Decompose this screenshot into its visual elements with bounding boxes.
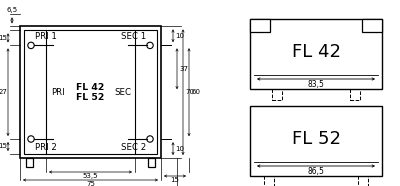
Text: 70: 70 [185,89,194,95]
Text: PRI 2: PRI 2 [35,143,57,152]
Text: PRI: PRI [51,88,65,97]
Text: FL 52: FL 52 [292,130,340,148]
Text: 60: 60 [191,89,200,95]
Bar [272,89,282,100]
Text: 15: 15 [170,177,180,183]
Text: FL 52: FL 52 [76,93,105,102]
Text: 86,5: 86,5 [308,167,324,176]
Text: 83,5: 83,5 [308,80,324,89]
Text: FL 42: FL 42 [76,83,105,92]
Text: SEC: SEC [114,88,132,97]
Bar [362,19,382,32]
Bar [350,89,360,100]
Text: SEC 1: SEC 1 [120,32,146,41]
Text: PRI 1: PRI 1 [35,32,57,41]
Text: 10: 10 [175,146,184,152]
Text: 75: 75 [86,181,95,186]
Bar [264,176,274,186]
Bar [24,30,157,154]
Text: SEC 2: SEC 2 [120,143,146,152]
Bar [250,19,382,89]
Bar [26,158,33,167]
Text: 15: 15 [0,144,7,150]
Text: 15: 15 [0,35,7,41]
Text: 10: 10 [175,33,184,39]
Text: FL 42: FL 42 [292,43,340,61]
Bar [20,26,161,158]
Text: 53,5: 53,5 [83,173,98,179]
Bar [250,106,382,176]
Bar [250,19,270,32]
Text: 27: 27 [0,89,7,95]
Bar [358,176,368,186]
Bar [148,158,155,167]
Text: 37: 37 [179,66,188,72]
Text: 6,5: 6,5 [6,7,18,13]
